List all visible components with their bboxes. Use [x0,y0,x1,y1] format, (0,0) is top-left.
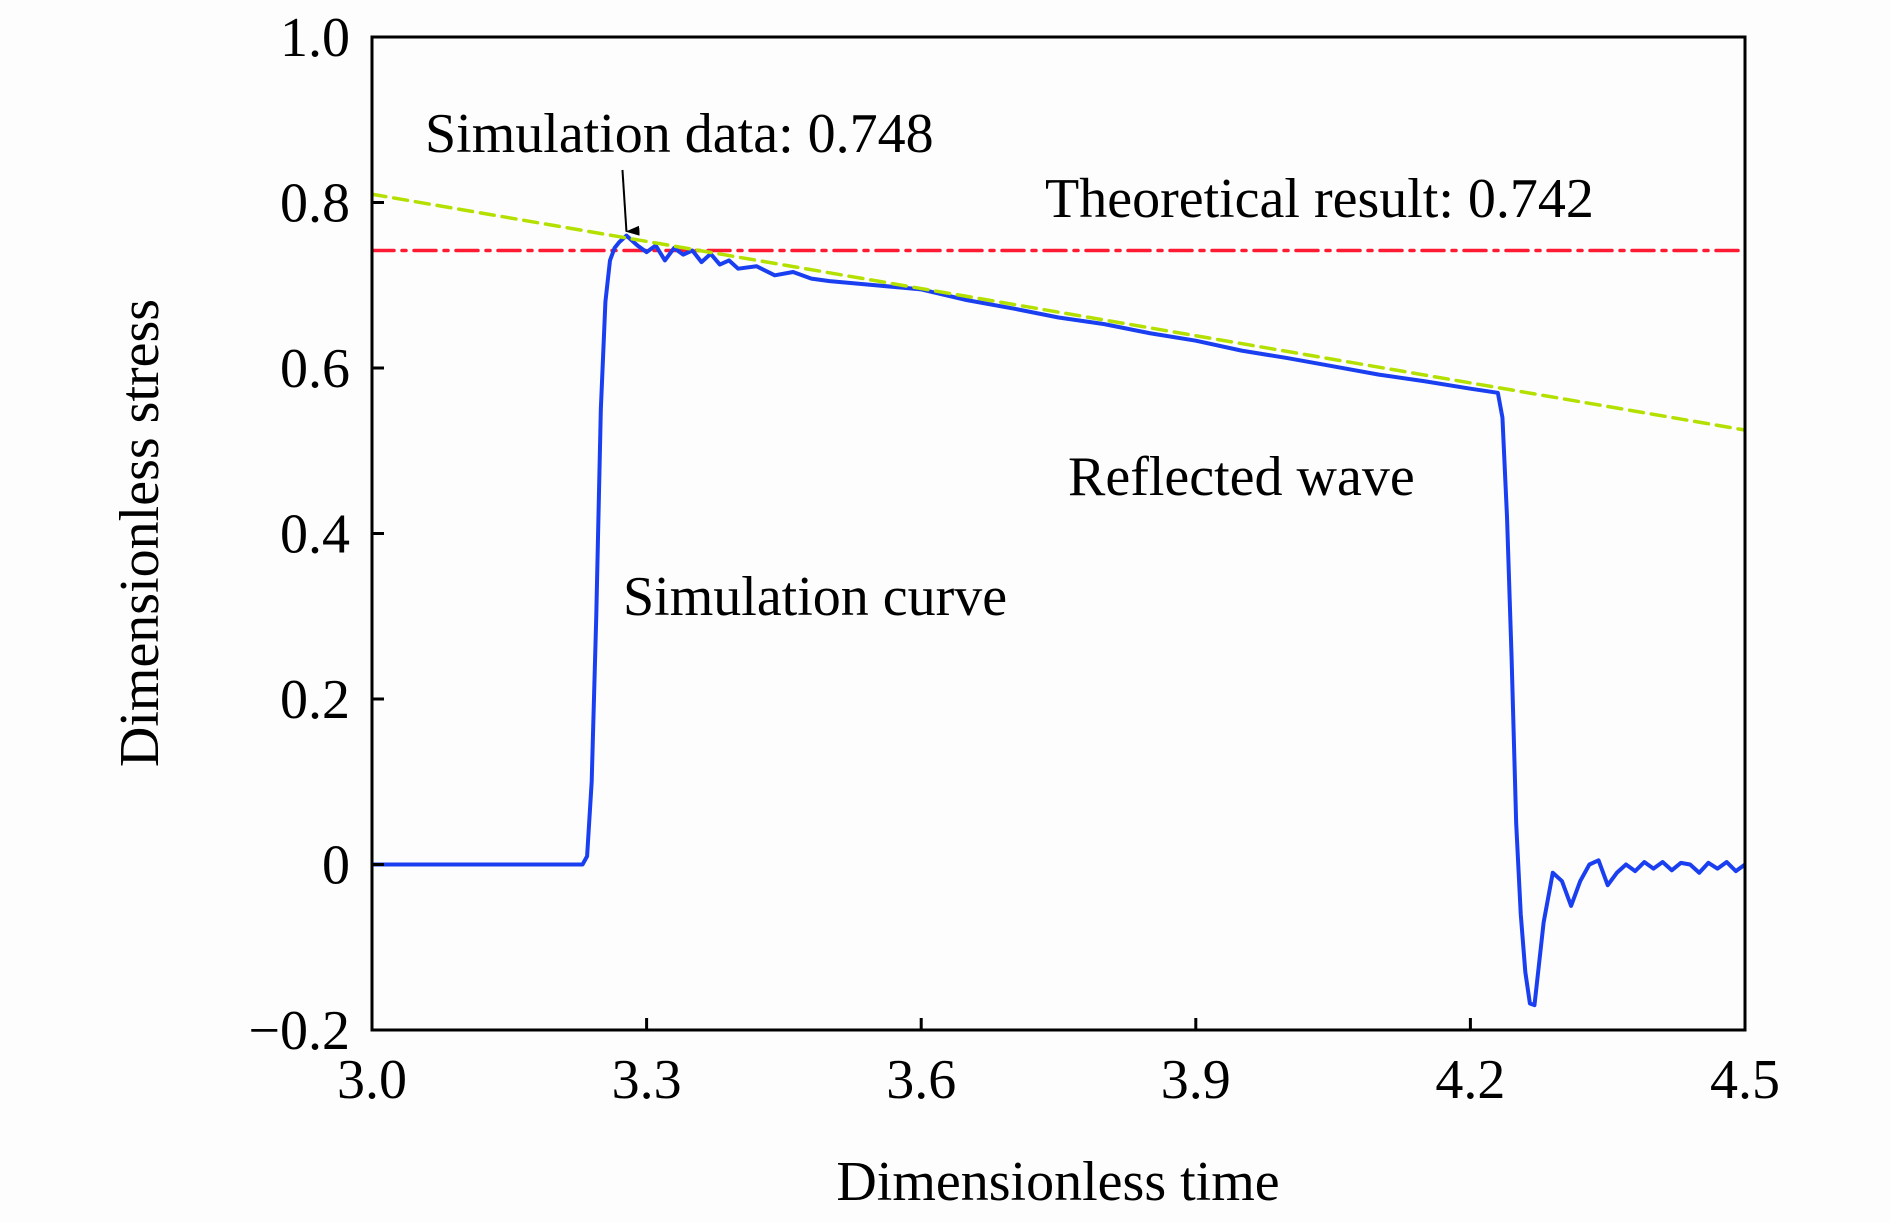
y-axis: −0.2 0 0.2 0.4 0.6 0.8 1.0 [248,7,384,1062]
x-axis: 3.0 3.3 3.6 3.9 4.2 4.5 [337,1018,1780,1111]
y-tick-label: 1.0 [280,7,350,69]
y-tick-label: 0.6 [280,338,350,400]
x-tick-label: 3.9 [1161,1049,1231,1111]
x-tick-label: 3.3 [612,1049,682,1111]
series-line-trend [372,192,1745,432]
series-layer [372,192,1745,1008]
y-tick-label: 0.2 [280,669,350,731]
y-axis-label: Dimensionless stress [109,299,171,767]
annotation-simulation-data: Simulation data: 0.748 [425,103,934,165]
x-tick-label: 4.2 [1435,1049,1505,1111]
annotation-reflected-wave: Reflected wave [1068,446,1415,508]
annotation-arrow [621,169,640,236]
y-tick-label: 0.4 [280,504,350,566]
y-tick-label: 0 [322,835,350,897]
y-tick-label: 0.8 [280,173,350,235]
y-tick-label: −0.2 [248,1000,350,1062]
x-tick-label: 3.6 [886,1049,956,1111]
series-line-simulation [372,233,1745,1008]
annotation-simulation-curve: Simulation curve [623,566,1007,628]
x-tick-label: 4.5 [1710,1049,1780,1111]
x-axis-label: Dimensionless time [836,1151,1279,1213]
annotation-theoretical-result: Theoretical result: 0.742 [1045,168,1594,230]
x-tick-label: 3.0 [337,1049,407,1111]
